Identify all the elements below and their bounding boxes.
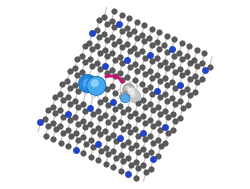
FancyArrowPatch shape	[106, 76, 122, 82]
Circle shape	[123, 84, 135, 96]
Circle shape	[122, 93, 126, 97]
Circle shape	[121, 94, 130, 103]
Circle shape	[87, 76, 106, 95]
Circle shape	[82, 79, 92, 88]
Circle shape	[128, 90, 140, 102]
Circle shape	[120, 92, 130, 102]
Circle shape	[126, 86, 130, 91]
Circle shape	[128, 87, 136, 95]
Circle shape	[129, 88, 132, 91]
Circle shape	[91, 79, 99, 87]
Circle shape	[78, 74, 97, 93]
Circle shape	[130, 92, 136, 97]
